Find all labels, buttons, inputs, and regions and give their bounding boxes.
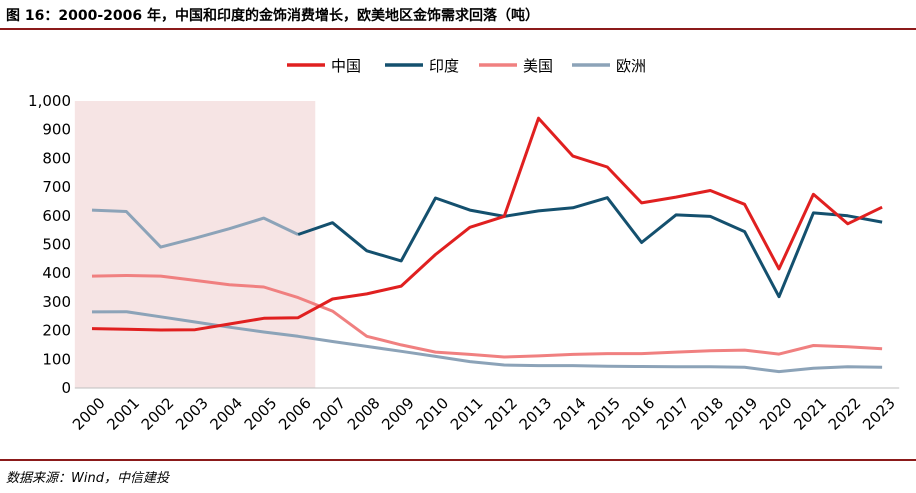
- chart-title: 图 16：2000-2006 年，中国和印度的金饰消费增长，欧美地区金饰需求回落…: [6, 8, 539, 24]
- x-tick-label: 2005: [241, 394, 281, 434]
- x-tick-label: 2003: [172, 394, 212, 434]
- legend: 中国 印度 美国 欧洲: [287, 57, 646, 75]
- x-tick-label: 2007: [309, 394, 349, 434]
- y-tick-label: 100: [42, 350, 71, 368]
- y-tick-label: 500: [42, 236, 71, 254]
- x-tick-label: 2021: [790, 394, 830, 434]
- y-tick-label: 1,000: [28, 92, 71, 110]
- y-tick-label: 800: [42, 149, 71, 167]
- x-tick-label: 2000: [69, 394, 109, 434]
- x-tick-label: 2011: [447, 394, 487, 434]
- x-tick-label: 2013: [516, 394, 556, 434]
- title-divider: [0, 28, 916, 30]
- legend-label: 美国: [523, 57, 553, 75]
- y-tick-label: 900: [42, 121, 71, 139]
- series-line-欧洲: [91, 208, 299, 249]
- data-source: 数据来源：Wind，中信建投: [6, 471, 169, 486]
- x-tick-label: 2016: [619, 394, 659, 434]
- series-line-中国: [91, 116, 883, 332]
- x-tick-label: 2017: [653, 394, 693, 434]
- x-tick-label: 2018: [687, 394, 727, 434]
- x-tick-label: 2023: [859, 394, 899, 434]
- x-tick-label: 2014: [550, 394, 590, 434]
- x-tick-label: 2012: [481, 394, 521, 434]
- legend-label: 欧洲: [616, 57, 646, 75]
- y-axis: 0 100 200 300 400 500 600 700 800 900 1,000: [28, 92, 71, 397]
- y-tick-label: 700: [42, 178, 71, 196]
- x-tick-label: 2006: [275, 394, 315, 434]
- y-tick-label: 300: [42, 293, 71, 311]
- x-tick-label: 2022: [825, 394, 865, 434]
- x-tick-label: 2019: [722, 394, 762, 434]
- y-tick-label: 0: [61, 379, 71, 397]
- line-chart: 中国 印度 美国 欧洲 0 100 200 300 400 500 600 700 800 900 1,0…: [28, 57, 900, 434]
- x-tick-label: 2009: [378, 394, 418, 434]
- x-tick-label: 2008: [344, 394, 384, 434]
- highlight-band-2000-2006: [74, 101, 316, 388]
- x-tick-label: 2002: [138, 394, 178, 434]
- x-axis: 2000200120022003200420052006200720082009…: [69, 387, 900, 434]
- x-tick-label: 2020: [756, 394, 796, 434]
- series-line-印度: [297, 196, 883, 299]
- x-tick-label: 2004: [206, 394, 246, 434]
- legend-label: 印度: [429, 57, 459, 75]
- y-tick-label: 600: [42, 207, 71, 225]
- legend-label: 中国: [331, 57, 361, 75]
- x-tick-label: 2015: [584, 394, 624, 434]
- y-tick-label: 200: [42, 322, 71, 340]
- series-lines: [91, 116, 883, 374]
- x-tick-label: 2010: [413, 394, 453, 434]
- series-line-美国: [91, 274, 883, 359]
- y-tick-label: 400: [42, 264, 71, 282]
- x-tick-label: 2001: [103, 394, 143, 434]
- footer-divider: [0, 459, 916, 461]
